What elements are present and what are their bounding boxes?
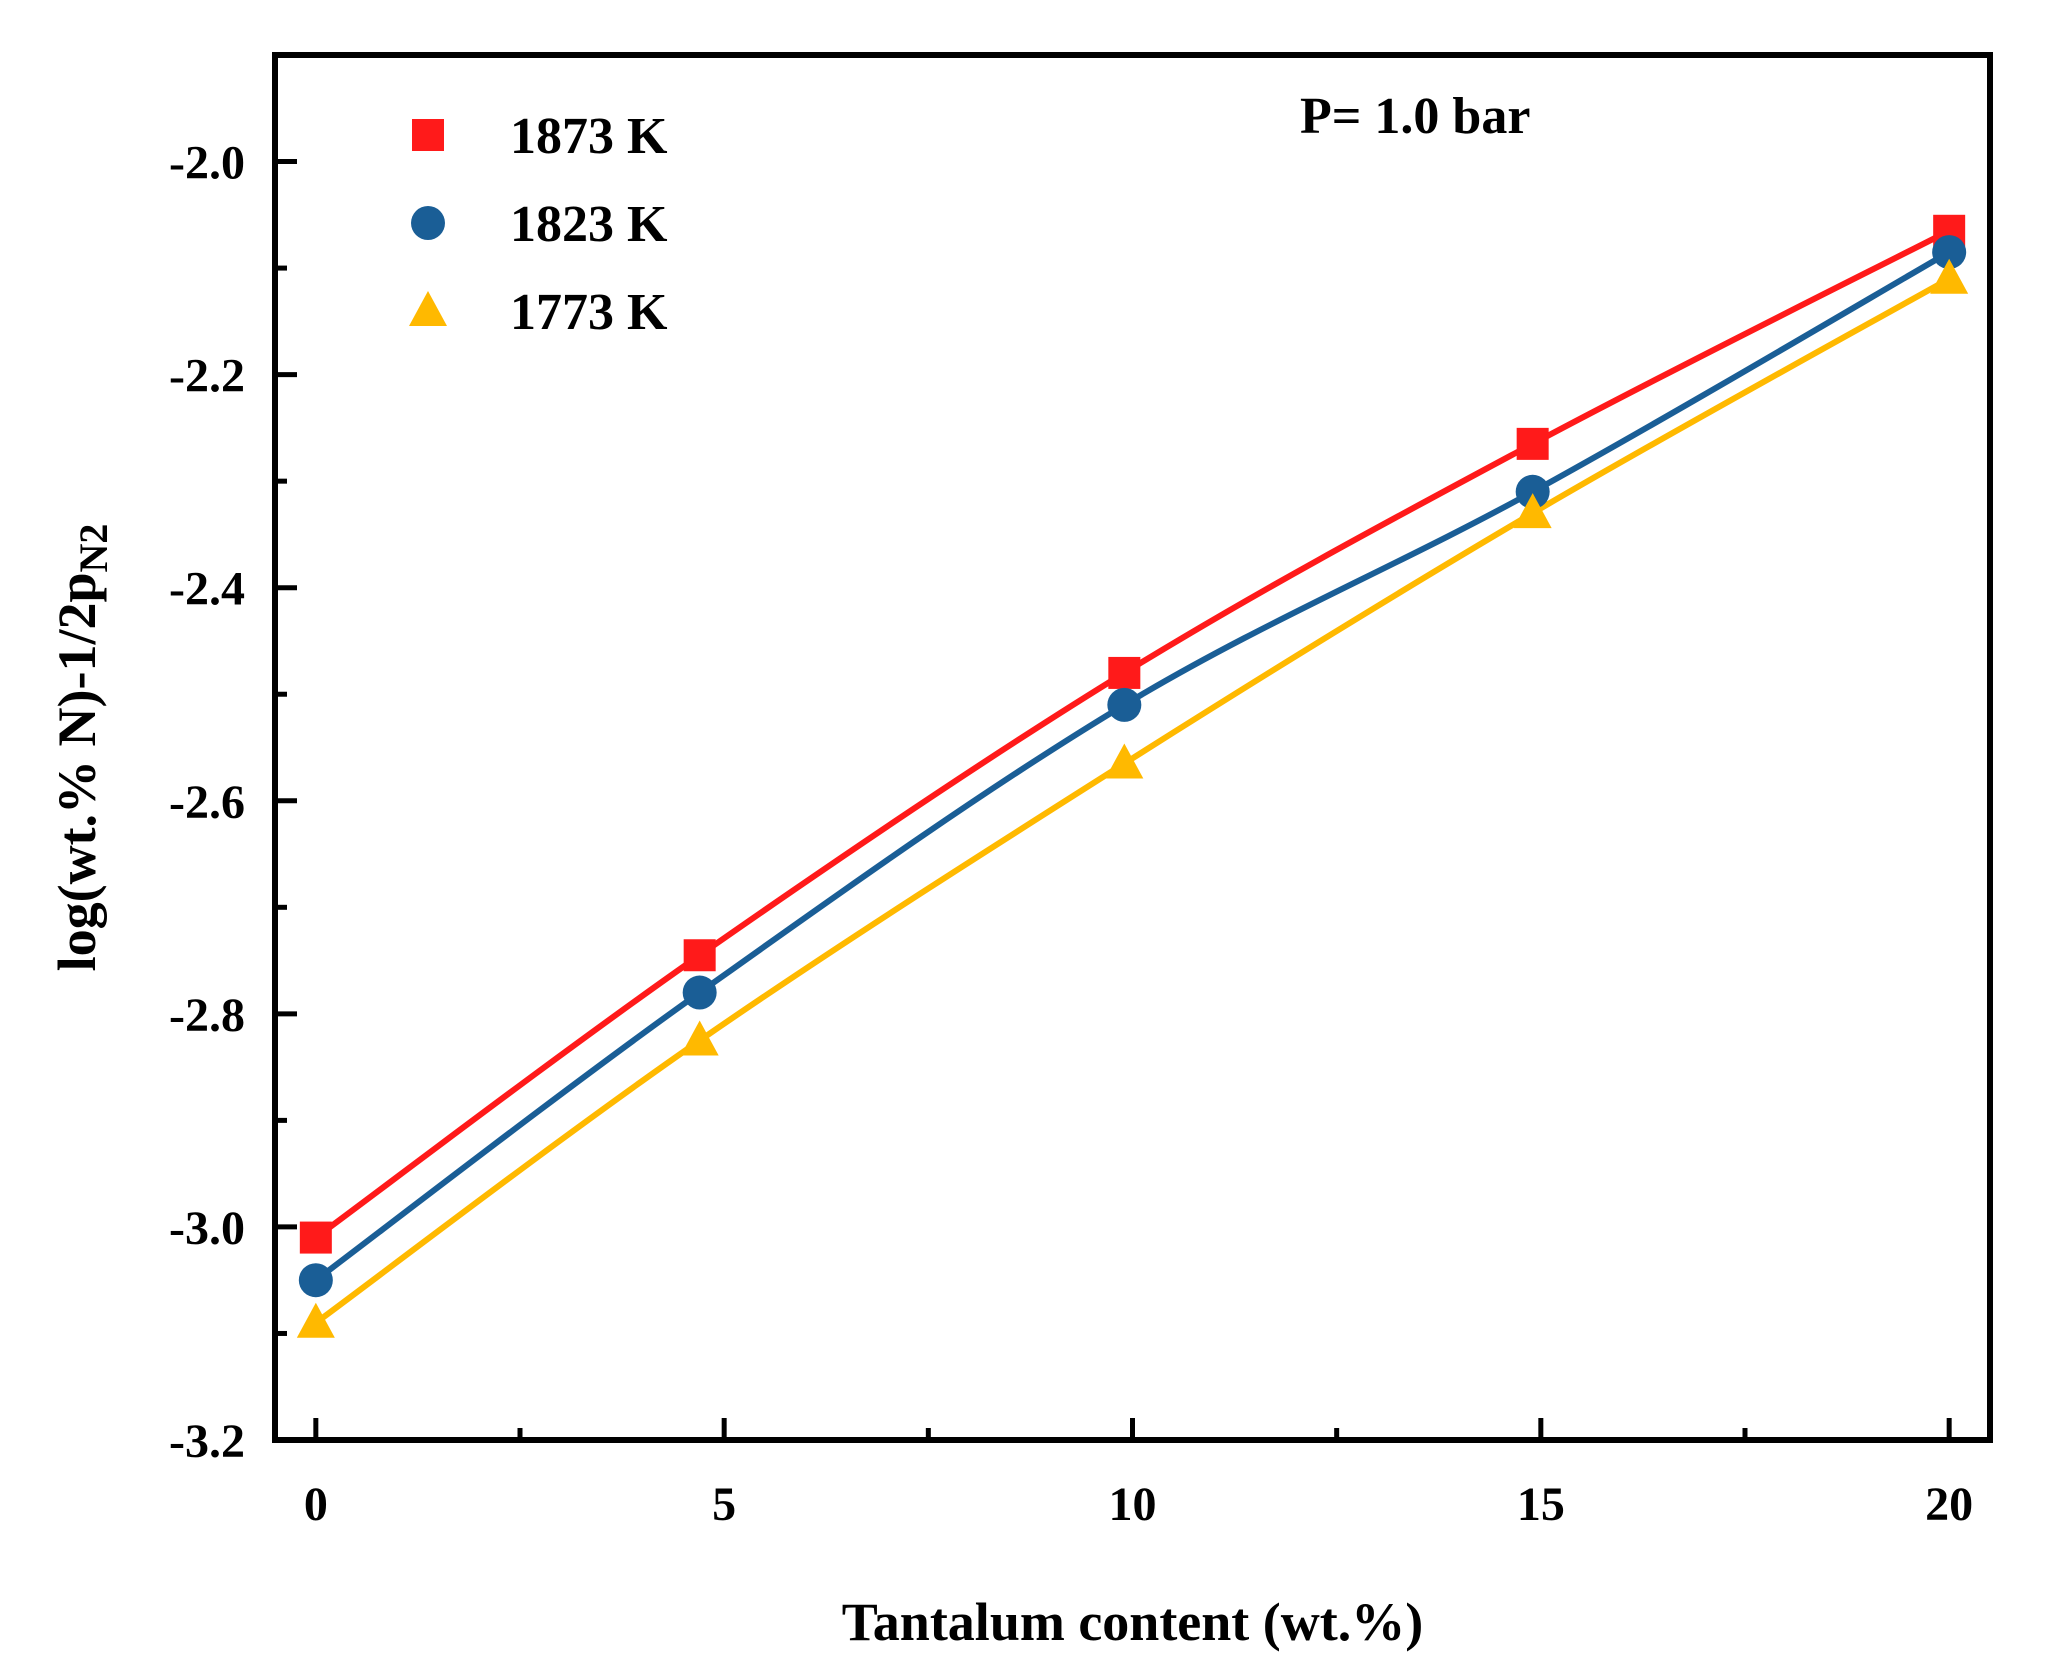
data-point-circle <box>298 1263 333 1298</box>
data-point-square <box>1516 427 1549 460</box>
data-point-square <box>1108 656 1141 689</box>
data-point-triangle <box>680 1020 719 1056</box>
y-tick-label: -2.4 <box>169 563 245 616</box>
plot-frame <box>272 52 1993 1443</box>
x-tick-label: 5 <box>712 1478 736 1531</box>
data-point-triangle <box>1513 493 1552 529</box>
y-tick-label: -2.6 <box>169 776 245 829</box>
legend-label: 1773 K <box>510 284 668 341</box>
series-markers <box>296 214 1969 1338</box>
data-point-circle <box>1107 687 1142 722</box>
x-tick-label: 15 <box>1517 1478 1565 1531</box>
data-point-triangle <box>1930 258 1969 294</box>
legend-marker-triangle <box>409 291 447 326</box>
data-point-square <box>683 939 716 972</box>
data-point-circle <box>682 975 717 1010</box>
data-point-triangle <box>296 1302 335 1338</box>
tick-labels: 0 5 10 15 20 -2.0 -2.2 -2.4 -2.6 -2.8 -3.0 -3.2 <box>169 137 1973 1531</box>
legend-marker-square <box>412 119 444 151</box>
data-point-circle <box>1932 235 1967 270</box>
x-tick-label: 0 <box>304 1478 328 1531</box>
y-tick-label: -2.2 <box>169 350 245 403</box>
y-axis-title-subscript: N2 <box>71 524 116 573</box>
y-tick-label: -3.2 <box>169 1415 245 1468</box>
y-tick-label: -2.0 <box>169 137 245 190</box>
x-tick-label: 20 <box>1925 1478 1973 1531</box>
data-point-triangle <box>1105 743 1144 779</box>
y-axis-title-main: log(wt.% N)-1/2p <box>47 572 107 971</box>
x-axis-title: Tantalum content (wt.%) <box>842 1592 1424 1652</box>
pressure-annotation: P= 1.0 bar <box>1300 88 1530 145</box>
legend-label: 1823 K <box>510 196 668 253</box>
data-point-square <box>299 1221 332 1254</box>
legend: 1873 K 1823 K 1773 K <box>409 108 668 341</box>
legend-marker-circle <box>411 206 445 240</box>
y-tick-label: -3.0 <box>169 1202 245 1255</box>
x-tick-label: 10 <box>1109 1478 1157 1531</box>
legend-label: 1873 K <box>510 108 668 165</box>
y-axis-title: log(wt.% N)-1/2pN2 <box>47 524 116 972</box>
y-tick-label: -2.8 <box>169 989 245 1042</box>
data-point-circle <box>1515 474 1550 509</box>
